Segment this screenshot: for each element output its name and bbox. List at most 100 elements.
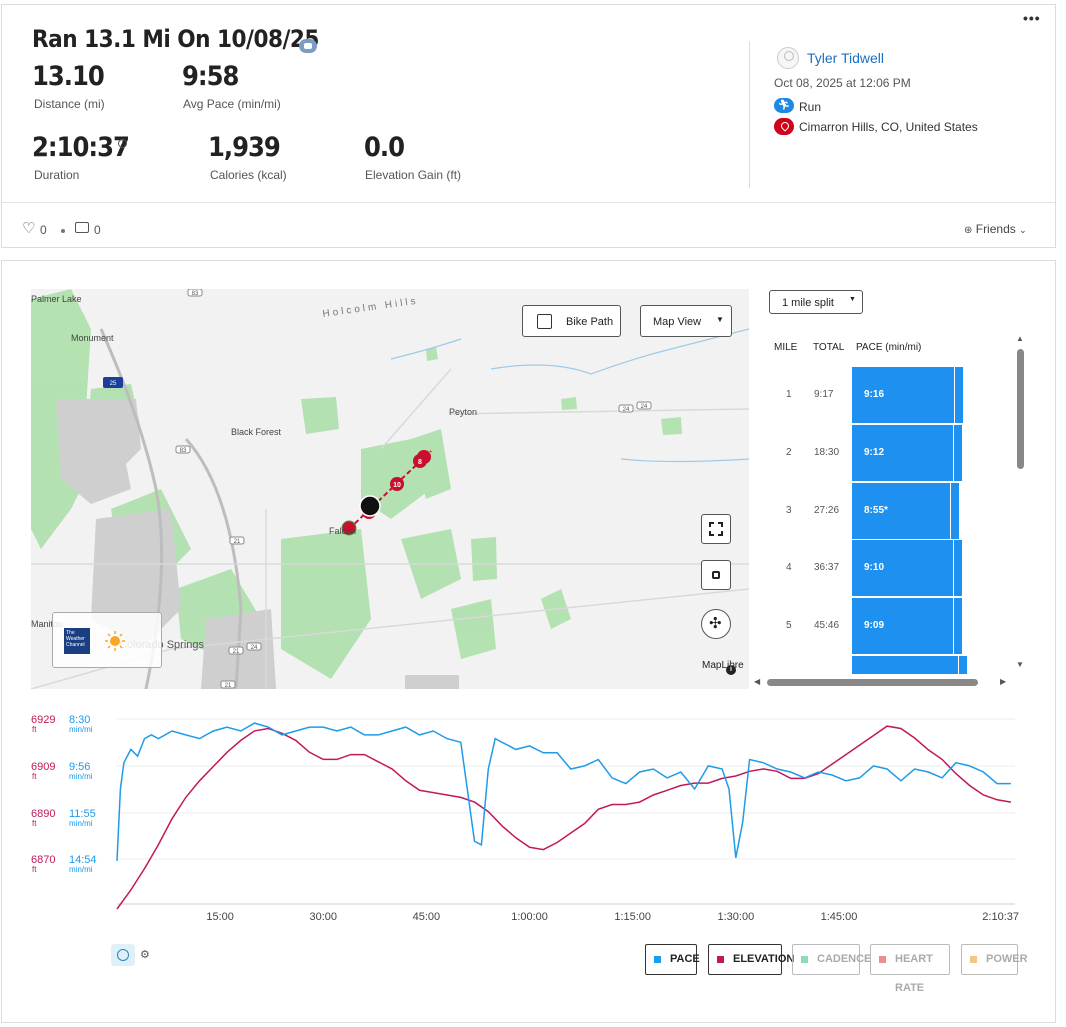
series-toggle-pace[interactable]: PACE	[645, 944, 700, 975]
split-pace-bar	[852, 656, 967, 674]
map-view-dropdown[interactable]: Map View ▼	[640, 305, 732, 337]
split-mile: 3	[786, 505, 792, 516]
series-toggle-label: POWER	[986, 953, 1028, 965]
pace-unit-label: min/mi	[69, 772, 93, 781]
road-shield: 83	[192, 291, 199, 297]
mile-marker-label: 8	[418, 459, 422, 466]
x-tick-label: 45:00	[413, 911, 441, 923]
series-toggle-label: PACE	[670, 953, 700, 965]
map-attribution[interactable]: MapLibre	[702, 660, 744, 671]
x-tick-label: 30:00	[310, 911, 338, 923]
pace-unit-label: min/mi	[69, 725, 93, 734]
split-pace: 9:16	[864, 389, 885, 400]
heart-icon[interactable]: ♡	[22, 220, 36, 237]
series-toggle-cadence[interactable]: CADENCE	[792, 944, 871, 975]
privacy-dropdown[interactable]: ⊛ Friends ⌄	[964, 222, 1027, 236]
duration-label: Duration	[34, 168, 80, 182]
duration-value: 2:10:37	[32, 132, 130, 163]
mile-marker-label: 10	[393, 482, 401, 489]
weather-channel-logo: The Weather Channel	[64, 628, 90, 654]
split-total: 36:37	[814, 562, 840, 573]
series-toggle-label: HEART RATE	[895, 953, 933, 994]
elevation-tick-label: 6909	[31, 761, 55, 773]
distance-label: Distance (mi)	[34, 97, 105, 111]
comment-icon[interactable]	[75, 222, 89, 233]
comment-count: 0	[94, 223, 101, 237]
split-row: 5 45:46 9:09	[762, 598, 1012, 656]
elevation-tick-label: 6929	[31, 714, 55, 726]
elevation-gain-value: 0.0	[364, 132, 405, 163]
split-interval-dropdown[interactable]: 1 mile split ▼	[769, 290, 863, 314]
bike-path-label: Bike Path	[566, 316, 614, 328]
series-toggle-elevation[interactable]: ELEVATION	[708, 944, 794, 975]
split-row	[762, 656, 1012, 674]
vertical-divider	[749, 41, 750, 188]
activity-location: Cimarron Hills, CO, United States	[799, 120, 978, 134]
clock-icon	[117, 949, 129, 961]
horizontal-scrollbar-thumb[interactable]	[767, 679, 978, 686]
avg-pace-value: 9:58	[182, 61, 239, 92]
avg-pace-label: Avg Pace (min/mi)	[183, 97, 281, 111]
vertical-scrollbar-thumb[interactable]	[1017, 349, 1024, 469]
splits-header-pace: PACE (min/mi)	[856, 342, 922, 353]
fullscreen-icon	[709, 522, 714, 527]
caret-down-icon: ▼	[716, 315, 724, 324]
split-pace-bar	[852, 598, 962, 654]
x-tick-label: 1:45:00	[821, 911, 858, 923]
calories-label: Calories (kcal)	[210, 168, 287, 182]
pace-series-line	[116, 722, 1011, 861]
split-interval-label: 1 mile split	[782, 297, 834, 309]
pace-tick-label: 8:30	[69, 714, 90, 726]
scroll-up-arrow[interactable]: ▲	[1016, 334, 1024, 343]
split-row: 2 18:30 9:12	[762, 425, 1012, 483]
user-avatar[interactable]	[777, 47, 799, 69]
friends-icon: ⊛	[964, 225, 973, 236]
x-tick-label: 1:00:00	[511, 911, 548, 923]
road-shield: 24	[641, 404, 648, 410]
map-canvas[interactable]: 8 10 Palmer Lake Monument Black Forest P…	[31, 289, 749, 689]
calories-value: 1,939	[208, 132, 281, 163]
pace-elevation-chart[interactable]: 6929ft8:30min/mi6909ft9:56min/mi6890ft11…	[2, 701, 1055, 951]
chevron-down-icon: ⌄	[1019, 225, 1027, 235]
series-color-swatch	[717, 956, 724, 963]
split-pace: 9:09	[864, 620, 885, 631]
fullscreen-button[interactable]	[701, 514, 731, 544]
pace-unit-label: min/mi	[69, 819, 93, 828]
split-row: 4 36:37 9:10	[762, 540, 1012, 598]
pace-tick-label: 14:54	[69, 854, 97, 866]
focus-icon	[712, 571, 720, 579]
route-map[interactable]: 8 10 Palmer Lake Monument Black Forest P…	[31, 289, 749, 689]
info-icon[interactable]: i	[726, 665, 736, 675]
bike-path-checkbox[interactable]	[537, 314, 552, 329]
bike-path-toggle[interactable]: Bike Path	[522, 305, 621, 337]
place-label: Manitou	[31, 619, 63, 629]
activity-title: Ran 13.1 Mi On 10/08/25	[32, 25, 319, 53]
sun-icon	[105, 631, 125, 651]
split-pace: 9:10	[864, 562, 885, 573]
place-label: Monument	[71, 333, 114, 343]
fit-route-button[interactable]	[701, 560, 731, 590]
pace-tick-label: 11:55	[69, 808, 96, 820]
scroll-right-arrow[interactable]: ▶	[1000, 677, 1007, 686]
split-row: 3 27:26 8:55*	[762, 483, 1012, 541]
road-shield: 21	[234, 539, 241, 545]
scroll-left-arrow[interactable]: ◀	[754, 677, 761, 686]
mile-marker	[390, 477, 404, 491]
distance-axis-toggle[interactable]: ⚙︎	[140, 949, 150, 961]
series-toggle-label: CADENCE	[817, 953, 872, 965]
more-options-button[interactable]: •••	[1023, 10, 1041, 26]
activity-summary-card: ••• Ran 13.1 Mi On 10/08/25 13.10 Distan…	[1, 4, 1056, 248]
duration-info-icon[interactable]: i	[118, 139, 127, 148]
split-pace-bar	[852, 540, 962, 596]
share-badge-icon[interactable]	[299, 39, 317, 53]
interstate-shield: 25	[110, 381, 117, 387]
time-axis-toggle[interactable]	[111, 944, 135, 966]
user-name-link[interactable]: Tyler Tidwell	[807, 50, 885, 66]
road-shield: 83	[180, 448, 187, 454]
series-toggle-power[interactable]: POWER	[961, 944, 1028, 975]
start-marker	[341, 520, 357, 536]
y-axis: 6929ft8:30min/mi6909ft9:56min/mi6890ft11…	[31, 714, 97, 874]
scroll-down-arrow[interactable]: ▼	[1016, 660, 1024, 669]
series-toggle-heart-rate[interactable]: HEART RATE	[870, 944, 950, 994]
recenter-button[interactable]: ✣	[701, 609, 731, 639]
